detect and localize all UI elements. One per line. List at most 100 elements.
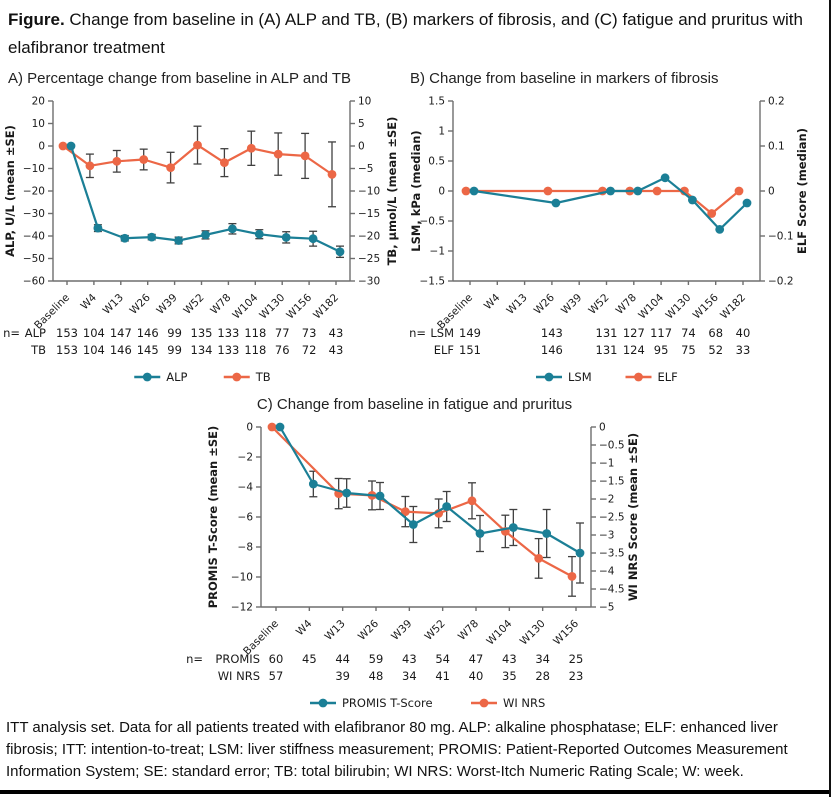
x-tick-label: W39 — [389, 618, 414, 643]
panel-c-title: C) Change from baseline in fatigue and p… — [256, 396, 573, 414]
svg-text:0: 0 — [768, 186, 775, 198]
svg-text:−25: −25 — [358, 253, 380, 265]
svg-text:0: 0 — [38, 141, 45, 153]
legend-label: WI NRS — [503, 696, 545, 710]
panel-a-chart: 20 10 0 −10 −20 −30 −40 −50 −60 10 5 0 −5 −10 −15 −20 −2… — [3, 96, 399, 385]
x-tick-label: W182 — [718, 292, 748, 322]
n-value: 28 — [535, 669, 550, 683]
data-point — [652, 186, 662, 196]
n-row-name: WI NRS — [217, 669, 259, 683]
n-value: 48 — [368, 669, 383, 683]
legend-label: PROMIS T-Score — [342, 696, 433, 710]
n-value: 73 — [302, 326, 317, 340]
n-value: 135 — [191, 326, 213, 340]
n-value: 145 — [137, 343, 159, 357]
x-tick-label: W130 — [517, 618, 547, 648]
tick-labels: 20 10 0 −10 −20 −30 −40 −50 −60 10 5 0 −5 −10 −15 −20 −2… — [23, 96, 380, 288]
svg-text:0: 0 — [246, 422, 253, 434]
x-tick-label: W104 — [484, 617, 514, 647]
svg-text:0.5: 0.5 — [428, 156, 445, 168]
svg-text:−0.5: −0.5 — [420, 216, 446, 228]
axes — [255, 426, 596, 612]
svg-text:−60: −60 — [23, 276, 45, 288]
x-category-labels: Baseline W4 W13 W26 W39 W52 W78W104W130W156W18… — [32, 291, 341, 331]
svg-text:−3: −3 — [599, 530, 614, 542]
right-axis-title: ELF Score (median) — [795, 128, 809, 254]
n-value: 133 — [217, 343, 239, 357]
x-tick-label: W4 — [293, 617, 314, 638]
svg-text:0: 0 — [438, 186, 445, 198]
data-point — [441, 502, 451, 511]
data-point — [467, 496, 476, 506]
tick-labels: 0 −2 −4 −6 −8 −10 −12 0 −0.5 −1 −1.5 −2 −2.5 −3 −3.5 −4… — [230, 422, 624, 614]
x-tick-label: W156 — [551, 617, 581, 647]
n-value: 43 — [502, 652, 517, 666]
n-value: 153 — [56, 343, 78, 357]
data-point — [551, 198, 561, 208]
data-point — [508, 523, 518, 532]
x-tick-label: W156 — [691, 291, 721, 321]
data-point — [606, 186, 615, 196]
legend: ALP TB — [134, 370, 271, 384]
n-value: 59 — [368, 652, 383, 666]
n-value: 117 — [650, 326, 672, 340]
data-point — [112, 156, 122, 166]
data-point — [461, 186, 471, 196]
data-point — [543, 186, 553, 196]
svg-text:0: 0 — [599, 422, 606, 434]
data-point — [308, 234, 318, 244]
x-tick-label: W4 — [482, 291, 503, 312]
n-table: n= PROMIS 60 45 44 59 43 54 47 43 34 25 WI NRS 57 39 48… — [186, 652, 583, 683]
x-tick-label: W26 — [532, 291, 558, 317]
data-point — [688, 195, 697, 205]
left-axis-title: LSM, kPa (median) — [409, 130, 423, 251]
data-point — [335, 247, 345, 257]
svg-text:0: 0 — [358, 141, 365, 153]
n-value: 72 — [302, 343, 317, 357]
n-value: 147 — [110, 326, 132, 340]
data-point — [400, 507, 410, 517]
svg-text:−30: −30 — [23, 208, 45, 220]
n-value: 68 — [708, 326, 723, 340]
x-tick-label: W26 — [128, 291, 154, 317]
svg-text:−5: −5 — [599, 602, 614, 614]
svg-text:1.5: 1.5 — [428, 96, 445, 108]
n-label: n= — [3, 326, 20, 340]
x-tick-label: W182 — [311, 292, 341, 322]
axes — [48, 100, 355, 286]
svg-text:−0.2: −0.2 — [768, 276, 794, 288]
svg-text:−12: −12 — [230, 602, 252, 614]
series-points-ALP — [66, 141, 345, 257]
panel-a: A) Percentage change from baseline in AL… — [0, 69, 408, 389]
svg-text:0.2: 0.2 — [768, 96, 785, 108]
x-tick-label: W39 — [559, 292, 584, 317]
svg-text:10: 10 — [358, 96, 371, 108]
bottom-rule — [0, 790, 829, 794]
n-row-name: LSM — [430, 326, 454, 340]
n-value: 99 — [167, 343, 182, 357]
data-point — [300, 151, 310, 161]
series-points-ELF — [461, 186, 744, 218]
n-value: 39 — [335, 669, 350, 683]
data-point — [267, 422, 276, 432]
svg-text:10: 10 — [32, 118, 45, 130]
x-tick-label: W156 — [284, 291, 314, 321]
svg-text:−2: −2 — [599, 494, 614, 506]
data-point — [633, 186, 643, 196]
data-point — [533, 554, 543, 563]
n-value: 134 — [191, 343, 213, 357]
n-value: 57 — [268, 669, 283, 683]
n-value: 153 — [56, 326, 78, 340]
legend: LSM ELF — [536, 370, 678, 384]
x-tick-label: W104 — [636, 291, 666, 321]
left-axis-title: ALP, U/L (mean ±SE) — [3, 125, 17, 257]
x-tick-label: W130 — [664, 292, 694, 322]
data-point — [66, 141, 76, 151]
data-point — [408, 520, 418, 529]
svg-text:−5: −5 — [358, 163, 373, 175]
x-tick-label: W13 — [322, 618, 347, 643]
data-point — [246, 143, 256, 153]
data-point — [567, 572, 576, 581]
n-value: 43 — [329, 326, 344, 340]
figure-title-label: Figure. — [8, 10, 65, 29]
